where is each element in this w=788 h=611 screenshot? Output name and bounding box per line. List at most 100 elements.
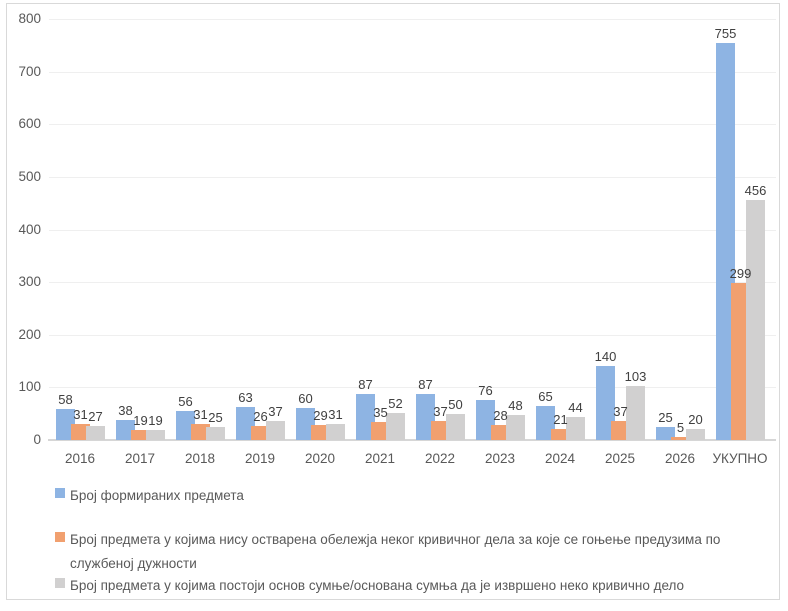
legend-swatch-blue (55, 488, 65, 498)
bar[interactable] (56, 409, 75, 440)
bar-value-label: 31 (193, 407, 208, 422)
bar[interactable] (371, 422, 390, 440)
bar-value-label: 58 (58, 392, 73, 407)
bar[interactable] (296, 408, 315, 440)
bar-value-label: 48 (508, 398, 523, 413)
bar-value-label: 19 (148, 413, 163, 428)
bar-value-label: 755 (714, 26, 737, 41)
bar[interactable] (491, 425, 510, 440)
bar[interactable] (191, 424, 210, 440)
bar[interactable] (596, 366, 615, 440)
bar[interactable] (266, 421, 285, 440)
bar[interactable] (671, 437, 690, 440)
y-tick-label: 300 (18, 274, 41, 289)
bar-value-label: 37 (433, 404, 448, 419)
bar[interactable] (656, 427, 675, 440)
x-category-label: 2026 (664, 451, 696, 466)
bar-value-label: 20 (688, 412, 703, 427)
x-category-label: 2023 (484, 451, 516, 466)
bar[interactable] (251, 426, 270, 440)
x-category-label: 2017 (124, 451, 156, 466)
legend-item-no-crime-elements[interactable]: Број предмета у којима нису остварена об… (55, 528, 720, 576)
bar[interactable] (146, 430, 165, 440)
bar[interactable] (86, 426, 105, 440)
y-tick-label: 500 (18, 169, 41, 184)
bar-value-label: 31 (73, 407, 88, 422)
bar-value-label: 87 (358, 377, 373, 392)
bar[interactable] (71, 424, 90, 440)
bar[interactable] (116, 420, 135, 440)
gridline (49, 72, 776, 73)
x-category-label: 2016 (64, 451, 96, 466)
bar-value-label: 21 (553, 412, 568, 427)
bar[interactable] (506, 415, 525, 440)
bar-value-label: 456 (744, 183, 767, 198)
bar[interactable] (131, 430, 150, 440)
bar-value-label: 52 (388, 396, 403, 411)
bar[interactable] (311, 425, 330, 440)
bar[interactable] (386, 413, 405, 440)
bar-value-label: 50 (448, 397, 463, 412)
bar-value-label: 65 (538, 389, 553, 404)
legend-item-grounds-for-suspicion[interactable]: Број предмета у којима постоји основ сум… (55, 574, 684, 598)
gridline (49, 387, 776, 388)
bar[interactable] (686, 429, 705, 440)
legend-swatch-orange (55, 532, 65, 542)
bar-value-label: 31 (328, 407, 343, 422)
bar[interactable] (446, 414, 465, 440)
bar-value-label: 56 (178, 394, 193, 409)
bar-value-label: 27 (88, 409, 103, 424)
legend-swatch-gray (55, 578, 65, 588)
bar[interactable] (626, 386, 645, 440)
x-category-label: УКУПНО (712, 451, 768, 466)
bar-value-label: 76 (478, 383, 493, 398)
x-category-label: 2025 (604, 451, 636, 466)
legend-label: Број формираних предмета (70, 488, 244, 503)
bar[interactable] (416, 394, 435, 440)
bar[interactable] (746, 200, 765, 440)
y-tick-label: 600 (18, 116, 41, 131)
x-category-label: 2018 (184, 451, 216, 466)
legend-label-line2: службеној дужности (70, 556, 197, 571)
bar[interactable] (551, 429, 570, 440)
bar[interactable] (716, 43, 735, 440)
bar-value-label: 37 (613, 404, 628, 419)
bar-value-label: 35 (373, 405, 388, 420)
y-tick-label: 800 (18, 11, 41, 26)
y-tick-label: 0 (33, 432, 41, 447)
bar[interactable] (356, 394, 375, 440)
bar-value-label: 37 (268, 404, 283, 419)
bar[interactable] (176, 411, 195, 440)
y-tick-label: 700 (18, 64, 41, 79)
gridline (49, 177, 776, 178)
bar-value-label: 28 (493, 408, 508, 423)
bar-value-label: 38 (118, 403, 133, 418)
bar-value-label: 87 (418, 377, 433, 392)
bar-value-label: 60 (298, 391, 313, 406)
bar[interactable] (326, 424, 345, 440)
y-tick-label: 100 (18, 379, 41, 394)
bar-value-label: 19 (133, 413, 148, 428)
bar[interactable] (236, 407, 255, 440)
bar[interactable] (566, 417, 585, 440)
bar-value-label: 25 (658, 410, 673, 425)
bar[interactable] (206, 427, 225, 440)
bar-value-label: 26 (253, 409, 268, 424)
bar-value-label: 25 (208, 410, 223, 425)
bar[interactable] (431, 421, 450, 440)
bar-value-label: 140 (594, 349, 617, 364)
gridline (49, 19, 776, 20)
bar[interactable] (731, 283, 750, 440)
bar-value-label: 5 (676, 420, 685, 435)
legend-item-formed-cases[interactable]: Број формираних предмета (55, 484, 244, 508)
bar[interactable] (476, 400, 495, 440)
gridline (49, 335, 776, 336)
legend-label: Број предмета у којима постоји основ сум… (70, 578, 685, 593)
bar[interactable] (536, 406, 555, 440)
x-category-label: 2020 (304, 451, 336, 466)
bar[interactable] (611, 421, 630, 440)
gridline (49, 124, 776, 125)
bar-value-label: 63 (238, 390, 253, 405)
bar-value-label: 299 (729, 266, 752, 281)
x-category-label: 2024 (544, 451, 576, 466)
